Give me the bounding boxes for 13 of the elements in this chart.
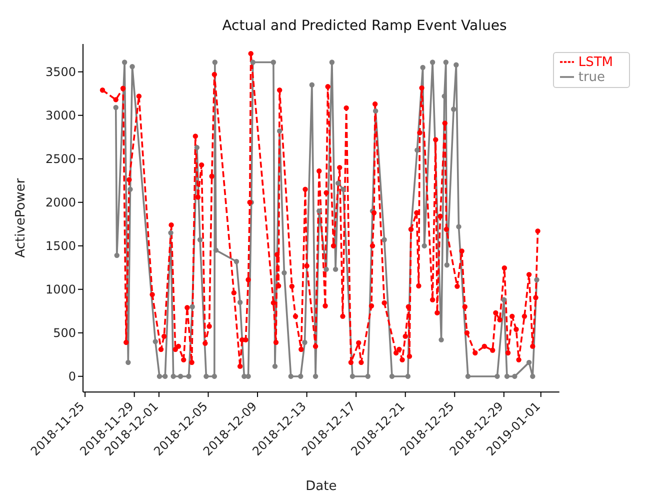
y-tick-label: 500 [53,326,76,340]
y-tick-label: 3000 [45,108,76,123]
y-axis-title: ActivePower [14,178,29,258]
y-tick-label: 1500 [45,239,76,254]
chart-title: Actual and Predicted Ramp Event Values [221,18,508,34]
x-axis-title: Date [306,479,337,494]
y-tick-label: 0 [68,370,76,384]
y-tick-label: 2500 [45,152,76,166]
y-tick-label: 1000 [45,282,76,297]
legend-label: true [578,70,606,85]
y-tick-label: 3500 [45,65,76,80]
legend-label: LSTM [578,55,613,70]
y-tick-label: 2000 [45,196,76,210]
